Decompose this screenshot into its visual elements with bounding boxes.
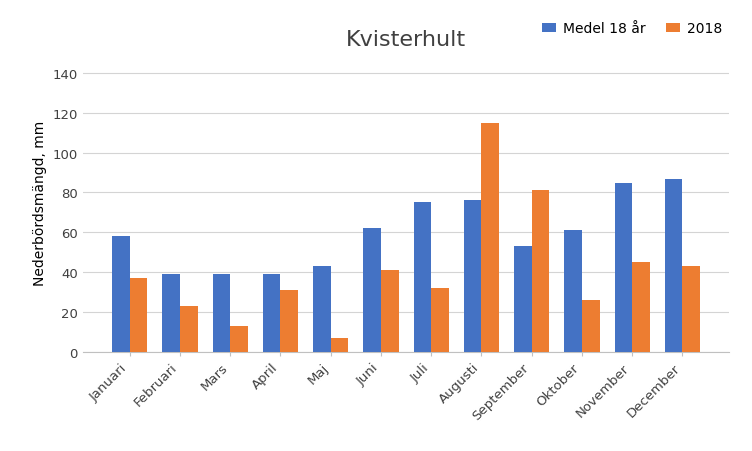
Bar xyxy=(313,267,331,352)
Bar xyxy=(331,338,348,352)
Legend: Medel 18 år, 2018: Medel 18 år, 2018 xyxy=(542,23,723,37)
Bar xyxy=(263,274,280,352)
Bar xyxy=(514,247,532,352)
Bar xyxy=(381,271,399,352)
Bar xyxy=(230,326,248,352)
Bar xyxy=(564,231,582,352)
Bar xyxy=(582,300,599,352)
Title: Kvisterhult: Kvisterhult xyxy=(346,30,466,50)
Bar xyxy=(162,274,180,352)
Bar xyxy=(112,237,129,352)
Bar xyxy=(363,229,381,352)
Bar xyxy=(180,306,198,352)
Y-axis label: Nederbördsmängd, mm: Nederbördsmängd, mm xyxy=(33,120,47,285)
Bar xyxy=(464,201,481,352)
Bar xyxy=(129,278,147,352)
Bar xyxy=(632,262,650,352)
Bar xyxy=(431,288,449,352)
Bar xyxy=(683,267,700,352)
Bar xyxy=(481,124,499,352)
Bar xyxy=(614,183,632,352)
Bar xyxy=(532,191,549,352)
Bar xyxy=(213,274,230,352)
Bar xyxy=(280,290,298,352)
Bar xyxy=(414,203,431,352)
Bar xyxy=(665,179,683,352)
